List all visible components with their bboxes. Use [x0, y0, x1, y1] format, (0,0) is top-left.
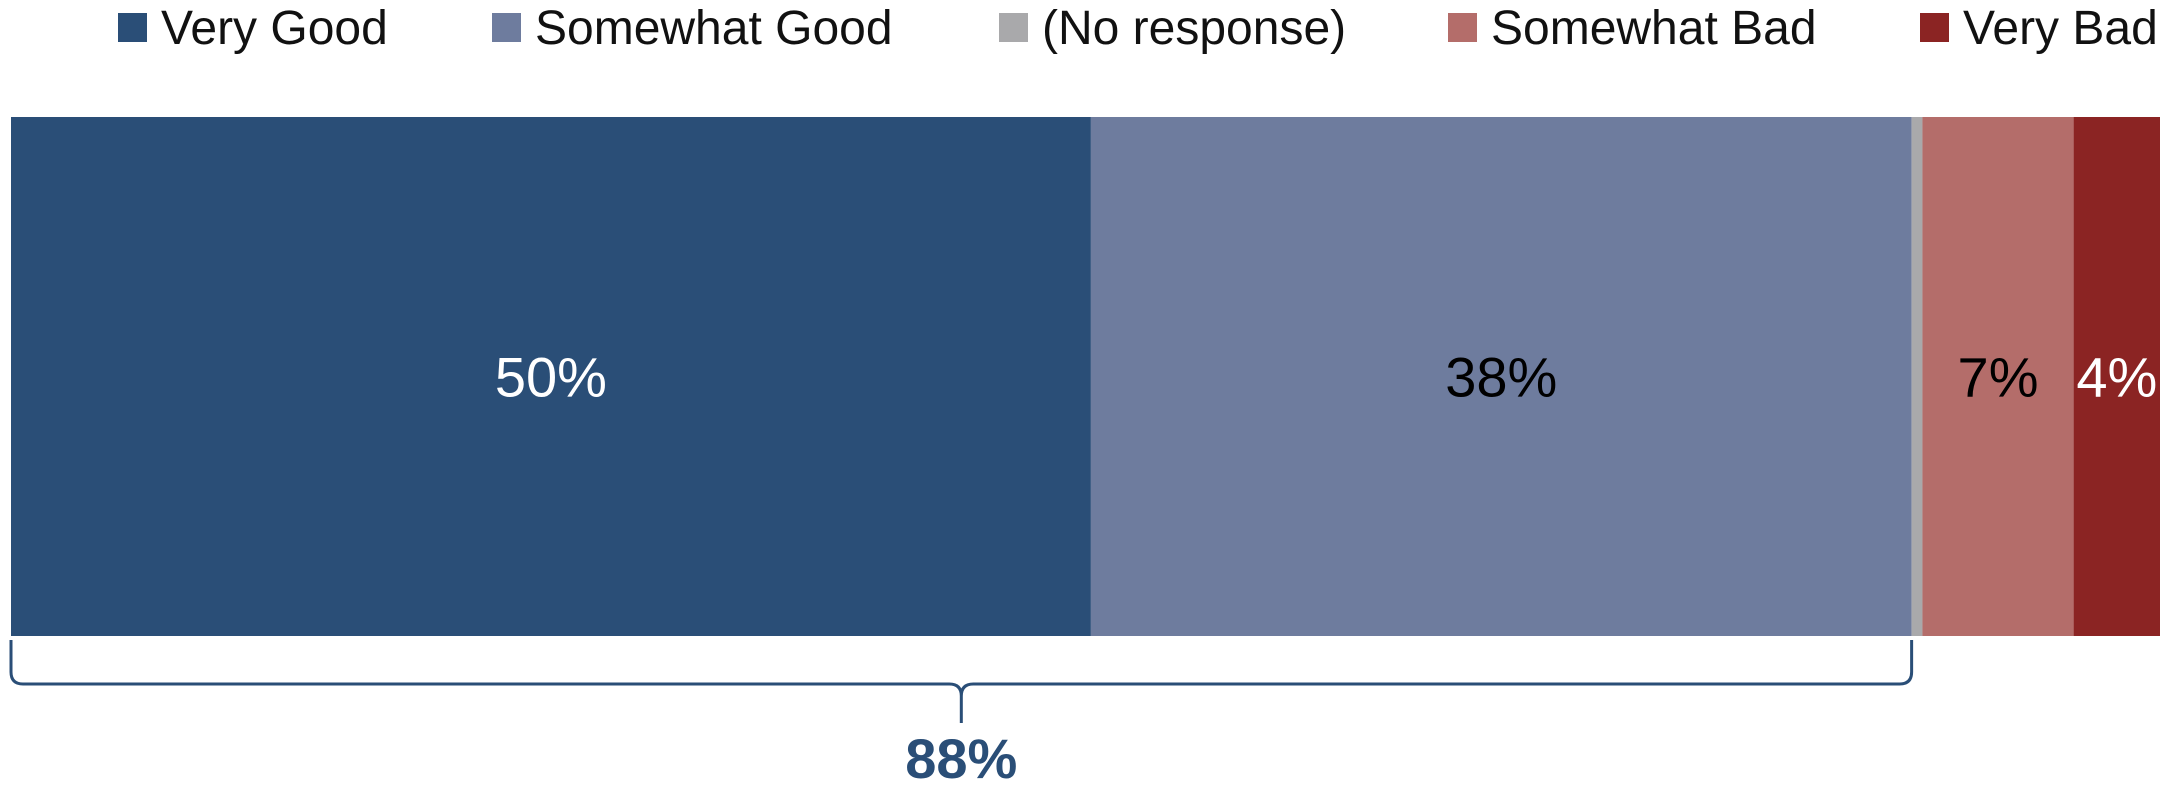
- legend-label: Somewhat Good: [535, 2, 893, 55]
- data-label-somewhat-bad: 7%: [1958, 346, 2039, 409]
- bar-segment-no-response: [1911, 117, 1923, 636]
- legend-label: Very Good: [161, 2, 388, 55]
- data-label-very-bad: 4%: [2076, 346, 2157, 409]
- legend-swatch: [492, 13, 521, 42]
- legend-label: (No response): [1042, 2, 1346, 55]
- legend-item-somewhat-bad: Somewhat Bad: [1448, 2, 1817, 55]
- legend-item-very-good: Very Good: [118, 2, 388, 55]
- data-label-very-good: 50%: [495, 346, 607, 409]
- legend-swatch: [1448, 13, 1477, 42]
- stacked-bar: [11, 117, 2160, 636]
- legend: Very Good Somewhat Good (No response) Somew…: [118, 2, 2158, 55]
- bar-segment-very-bad: [2073, 117, 2160, 636]
- brace-total-label: 88%: [905, 727, 1017, 790]
- bar-segment-somewhat-good: [1090, 117, 1912, 636]
- legend-item-no-response: (No response): [999, 2, 1346, 55]
- bar-segment-somewhat-bad: [1922, 117, 2074, 636]
- data-label-somewhat-good: 38%: [1445, 346, 1557, 409]
- legend-swatch: [118, 13, 147, 42]
- brace-annotation: 88%: [9, 640, 1914, 790]
- legend-label: Very Bad: [1963, 2, 2158, 55]
- legend-label: Somewhat Bad: [1491, 2, 1817, 55]
- brace-shape: [9, 640, 1914, 723]
- legend-item-somewhat-good: Somewhat Good: [492, 2, 893, 55]
- legend-swatch: [999, 13, 1028, 42]
- bar-segment-very-good: [11, 117, 1091, 636]
- legend-swatch: [1920, 13, 1949, 42]
- legend-item-very-bad: Very Bad: [1920, 2, 2158, 55]
- data-labels: 50% 38% 7% 4%: [495, 346, 2157, 409]
